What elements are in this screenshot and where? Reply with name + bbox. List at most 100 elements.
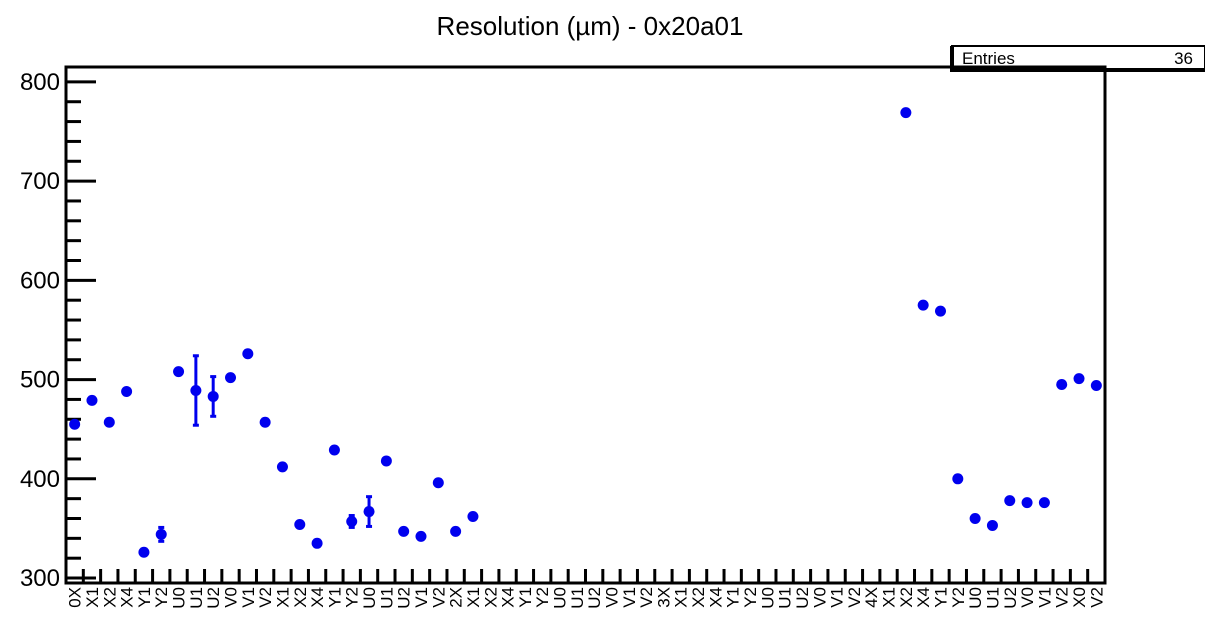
x-tick-label: U1 xyxy=(377,587,396,609)
data-point xyxy=(173,366,185,378)
x-tick-label: U0 xyxy=(758,587,777,609)
x-tick-label: X2 xyxy=(100,587,119,608)
data-point xyxy=(190,384,202,396)
data-point xyxy=(328,444,340,456)
data-point xyxy=(934,305,946,317)
x-tick-label: X1 xyxy=(273,587,292,608)
data-point xyxy=(311,537,323,549)
data-point xyxy=(952,473,964,485)
data-point xyxy=(103,416,115,428)
x-tick-label: Y1 xyxy=(135,587,154,608)
x-tick-label: X4 xyxy=(118,587,137,608)
data-point xyxy=(1073,373,1085,385)
data-point xyxy=(121,385,133,397)
y-tick-label: 400 xyxy=(20,466,60,493)
x-tick-label: 0X xyxy=(66,587,85,608)
data-series xyxy=(69,107,1102,558)
y-tick-label: 300 xyxy=(20,565,60,592)
data-point xyxy=(1056,379,1068,391)
x-tick-label: U2 xyxy=(395,587,414,609)
x-tick-label: U2 xyxy=(793,587,812,609)
x-tick-label: V2 xyxy=(637,587,656,608)
x-tick-label: X2 xyxy=(897,587,916,608)
x-tick-label: U2 xyxy=(1001,587,1020,609)
chart-title: Resolution (µm) - 0x20a01 xyxy=(437,11,744,41)
data-point xyxy=(1038,497,1050,509)
x-tick-label: X2 xyxy=(291,587,310,608)
x-tick-label: U0 xyxy=(551,587,570,609)
data-point xyxy=(380,455,392,467)
data-point xyxy=(415,530,427,542)
data-point xyxy=(969,513,981,524)
x-tick-label: V0 xyxy=(602,587,621,608)
data-point xyxy=(69,418,81,430)
x-tick-label: Y2 xyxy=(152,587,171,608)
x-tick-label: V1 xyxy=(828,587,847,608)
x-tick-label: X1 xyxy=(464,587,483,608)
stats-entries-value: 36 xyxy=(1174,49,1193,68)
x-tick-label: X1 xyxy=(83,587,102,608)
x-tick-label: V1 xyxy=(412,587,431,608)
data-point xyxy=(207,390,219,402)
x-tick-label: X4 xyxy=(706,587,725,608)
data-point xyxy=(398,525,410,537)
x-tick-label: X0 xyxy=(1070,587,1089,608)
x-tick-label: V1 xyxy=(620,587,639,608)
x-tick-label: V2 xyxy=(1087,587,1106,608)
x-tick-label: Y1 xyxy=(724,587,743,608)
data-point xyxy=(259,416,271,428)
x-tick-label: V0 xyxy=(810,587,829,608)
x-tick-label: X1 xyxy=(672,587,691,608)
x-tick-label: X2 xyxy=(481,587,500,608)
x-tick-label: X4 xyxy=(914,587,933,608)
data-point xyxy=(450,525,462,537)
x-tick-label: U1 xyxy=(187,587,206,609)
y-tick-label: 500 xyxy=(20,367,60,394)
x-tick-label: V0 xyxy=(222,587,241,608)
x-tick-label: Y2 xyxy=(949,587,968,608)
x-tick-label: V1 xyxy=(1035,587,1054,608)
data-point xyxy=(1090,380,1102,392)
x-tick-label: V0 xyxy=(1018,587,1037,608)
data-point xyxy=(276,461,288,473)
stats-entries-label: Entries xyxy=(962,49,1015,68)
x-tick-label: Y2 xyxy=(533,587,552,608)
x-axis: 0XX1X2X4Y1Y2U0U1U2V0V1V2X1X2X4Y1Y2U0U1U2… xyxy=(64,569,1106,609)
y-tick-label: 700 xyxy=(20,168,60,195)
x-tick-label: U2 xyxy=(204,587,223,609)
x-tick-label: U2 xyxy=(585,587,604,609)
x-tick-label: Y2 xyxy=(741,587,760,608)
y-tick-label: 800 xyxy=(20,69,60,96)
data-point xyxy=(294,518,306,530)
data-point xyxy=(917,299,929,311)
x-tick-label: Y1 xyxy=(516,587,535,608)
y-tick-label: 600 xyxy=(20,267,60,294)
x-tick-label: U0 xyxy=(170,587,189,609)
x-tick-label: Y2 xyxy=(343,587,362,608)
data-point xyxy=(155,528,167,540)
x-tick-label: Y1 xyxy=(325,587,344,608)
x-tick-label: X1 xyxy=(880,587,899,608)
data-point xyxy=(86,394,98,406)
x-tick-label: 3X xyxy=(654,587,673,608)
x-tick-label: Y1 xyxy=(931,587,950,608)
data-point xyxy=(900,107,912,119)
x-tick-label: U1 xyxy=(568,587,587,609)
x-tick-label: X2 xyxy=(689,587,708,608)
plot-frame xyxy=(64,65,1107,585)
x-tick-label: V2 xyxy=(429,587,448,608)
x-tick-label: V2 xyxy=(845,587,864,608)
x-tick-label: U1 xyxy=(776,587,795,609)
x-tick-label: V2 xyxy=(1053,587,1072,608)
data-point xyxy=(363,506,375,518)
data-point xyxy=(986,519,998,531)
x-tick-label: U0 xyxy=(360,587,379,609)
data-point xyxy=(432,477,444,489)
data-point xyxy=(225,372,237,384)
x-tick-label: U1 xyxy=(983,587,1002,609)
x-tick-label: 4X xyxy=(862,587,881,608)
data-point xyxy=(242,348,254,360)
x-tick-label: X4 xyxy=(499,587,518,608)
data-point xyxy=(346,515,358,527)
